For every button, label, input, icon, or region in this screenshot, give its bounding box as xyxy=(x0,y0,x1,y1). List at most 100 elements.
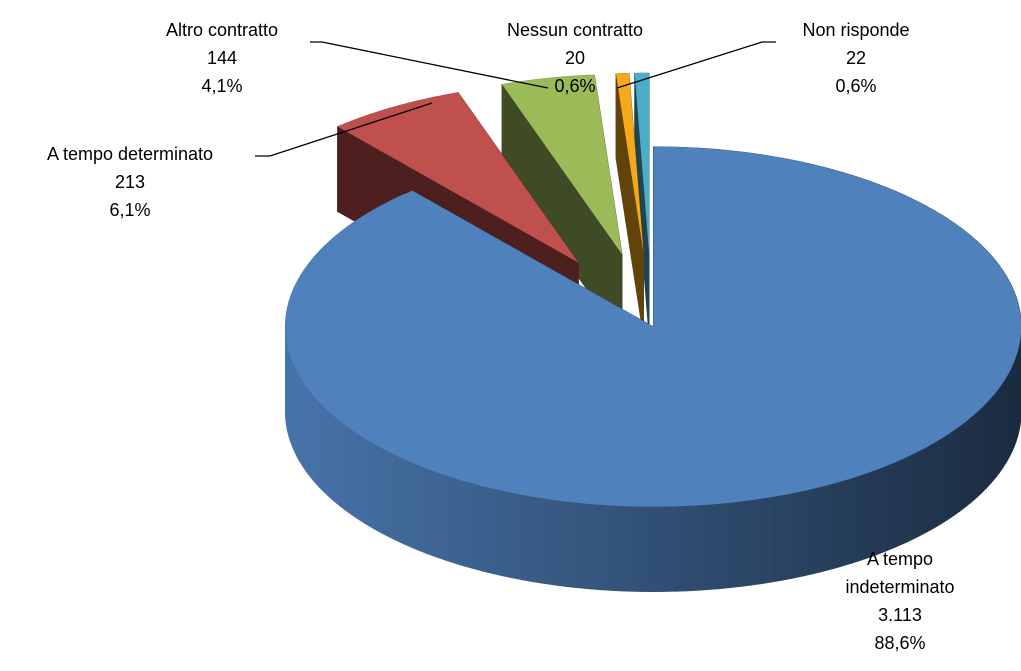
slice-side xyxy=(564,501,577,588)
slice-side xyxy=(1009,366,1013,458)
slice-side xyxy=(999,381,1004,474)
leader-line xyxy=(255,102,433,157)
slice-side xyxy=(357,433,366,525)
category-label: Nessun contratto xyxy=(506,20,644,40)
slice-label: A tempo indeterminato 3.113 88,6% xyxy=(825,545,975,657)
slice-label: Nessun contratto 20 0,6% xyxy=(507,16,643,100)
slice-side xyxy=(427,468,437,558)
slice-side xyxy=(291,360,295,452)
slice-side xyxy=(386,450,395,541)
slice-side xyxy=(971,411,978,503)
slice-side xyxy=(918,446,927,537)
slice-side xyxy=(482,485,494,575)
category-label: Non risponde xyxy=(802,20,910,40)
slice-side xyxy=(522,494,534,583)
slice-side xyxy=(995,386,1000,479)
slice-side xyxy=(781,493,793,581)
slice-side xyxy=(323,405,329,498)
slice-side xyxy=(696,504,708,591)
percentage-label: 0,6% xyxy=(554,76,596,96)
slice-side xyxy=(760,496,772,585)
slice-side xyxy=(351,429,359,520)
slice-side xyxy=(393,454,403,544)
slice-side xyxy=(894,458,904,548)
slice-side xyxy=(1011,361,1015,453)
slice-side xyxy=(663,506,675,592)
slice-side xyxy=(630,506,642,592)
slice-label: A tempo determinato 213 6,1% xyxy=(47,140,213,224)
slice-side xyxy=(378,446,387,537)
slice-side xyxy=(502,490,514,579)
slice-side xyxy=(739,499,751,587)
slice-side xyxy=(492,488,503,577)
slice-side xyxy=(333,415,340,507)
slice-side xyxy=(953,425,961,517)
category-label: Altro contratto xyxy=(165,20,279,40)
slice-side xyxy=(293,366,298,457)
slice-side xyxy=(910,450,920,541)
slice-side xyxy=(707,503,719,591)
slice-side xyxy=(453,477,464,567)
slice-side xyxy=(933,438,941,529)
slice-side xyxy=(296,370,301,463)
slice-side xyxy=(959,420,967,512)
pie-slice xyxy=(501,75,623,255)
slice-side xyxy=(318,401,324,493)
slice-side xyxy=(965,416,972,508)
slice-side xyxy=(674,505,686,592)
slice-side xyxy=(947,429,955,521)
slice-side xyxy=(926,442,934,533)
percentage-label: 0,6% xyxy=(835,76,877,96)
value-label: 144 xyxy=(206,48,238,68)
slice-side xyxy=(750,498,762,586)
slice-side xyxy=(543,498,555,586)
slice-side xyxy=(418,464,428,555)
value-label: 213 xyxy=(114,172,146,192)
leader-line xyxy=(310,41,549,89)
slice-side xyxy=(339,420,346,511)
slice-side xyxy=(886,462,896,552)
slice-side xyxy=(364,437,373,529)
percentage-label: 6,1% xyxy=(109,200,151,220)
slice-side xyxy=(472,483,484,572)
slice-label: Non risponde 22 0,6% xyxy=(802,16,909,100)
slice-side xyxy=(533,496,545,584)
slice-side xyxy=(619,505,631,592)
value-label: 3.113 xyxy=(878,605,922,625)
slice-side xyxy=(410,461,420,551)
slice-side xyxy=(1002,376,1007,469)
slice-side xyxy=(728,501,741,589)
slice-side xyxy=(641,506,653,592)
slice-side xyxy=(306,385,311,478)
slice-side xyxy=(309,391,315,483)
slice-side xyxy=(1006,371,1010,464)
slice-side xyxy=(401,457,411,548)
slice-side xyxy=(877,465,887,555)
slice-side xyxy=(976,406,983,498)
slice-side xyxy=(791,490,803,579)
slice-side xyxy=(463,480,474,570)
slice-side xyxy=(811,486,823,575)
pie-slice xyxy=(337,92,579,263)
slice-side xyxy=(608,505,620,592)
slice-side xyxy=(771,494,783,583)
slice-side xyxy=(435,471,446,561)
slice-side xyxy=(652,506,664,592)
slice-side xyxy=(597,504,609,591)
slice-side xyxy=(801,488,813,577)
slice-side xyxy=(685,505,697,592)
slice-side xyxy=(345,424,353,516)
slice-side xyxy=(981,401,988,494)
category-label: A tempo determinato xyxy=(46,144,214,164)
slice-side xyxy=(940,434,948,525)
slice-side xyxy=(328,410,335,502)
slice-side xyxy=(314,396,320,488)
slice-side xyxy=(586,503,598,590)
slice-side xyxy=(902,454,912,545)
pie-slice xyxy=(615,73,644,254)
value-label: 20 xyxy=(564,48,586,68)
percentage-label: 88,6% xyxy=(874,633,926,653)
slice-side xyxy=(986,396,992,489)
